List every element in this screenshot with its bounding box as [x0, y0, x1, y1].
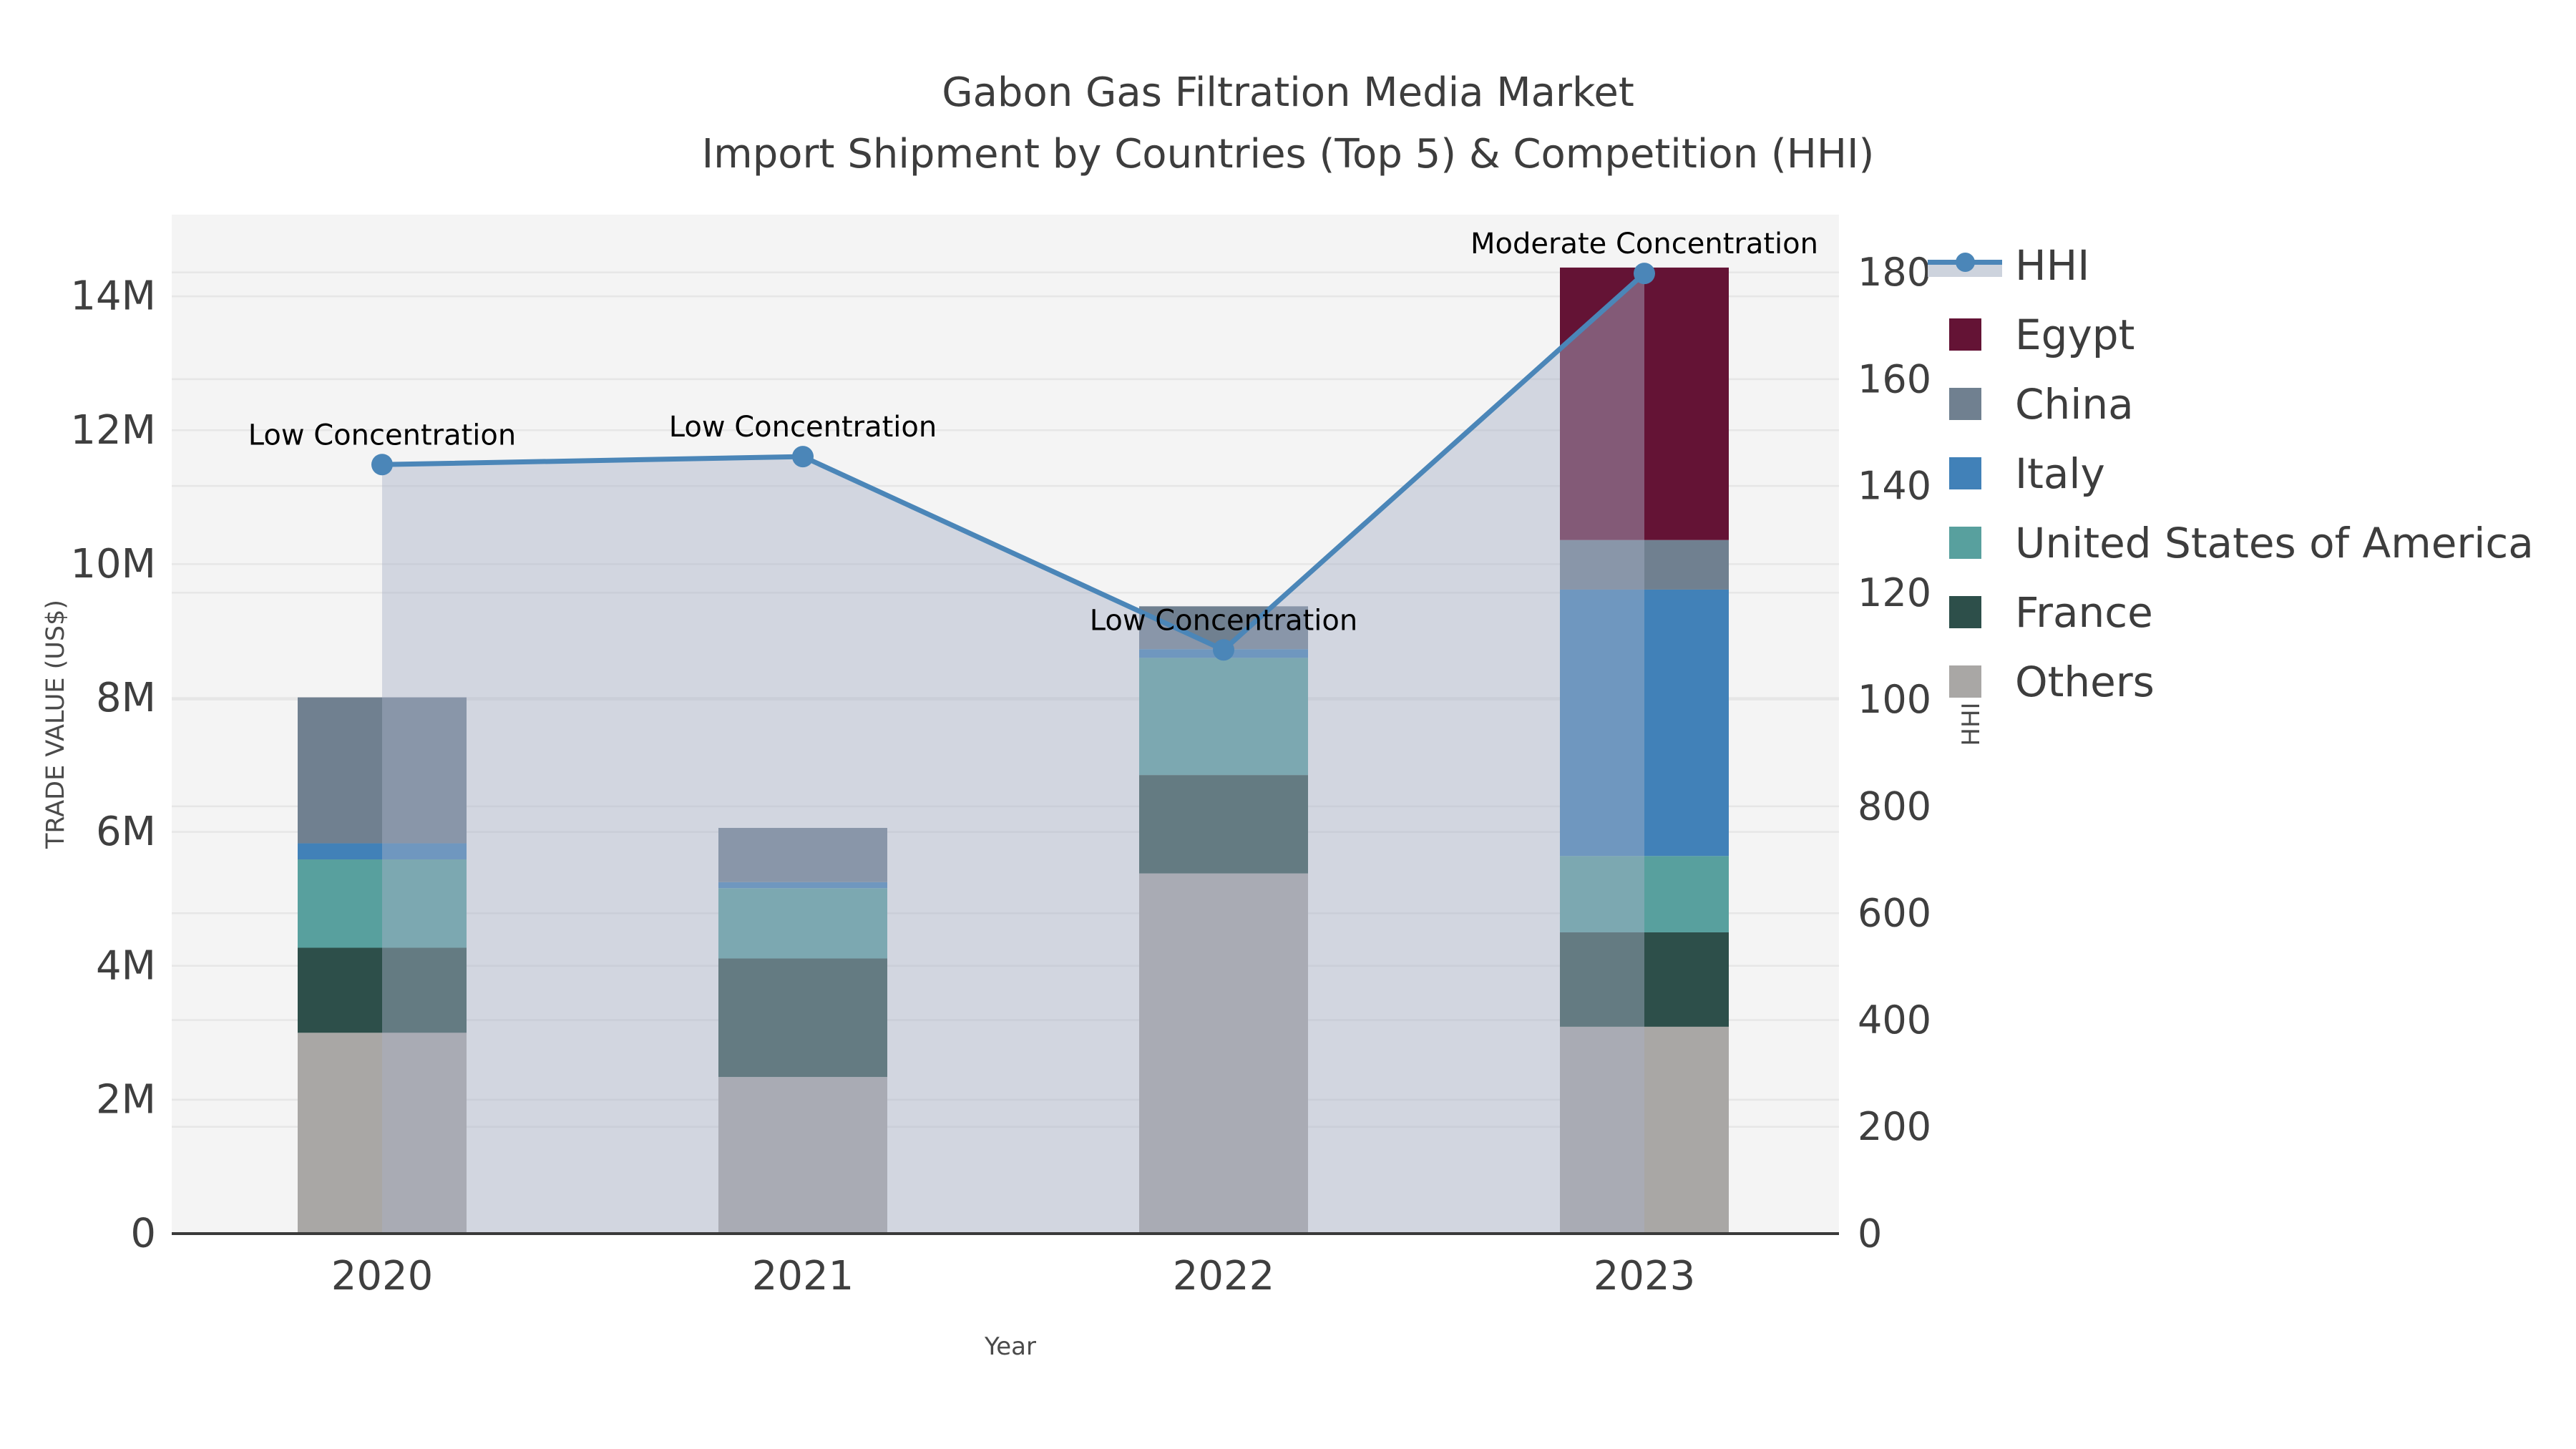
y-right-tick-1: 200 [1858, 1104, 1931, 1149]
legend-item-china: China [1923, 369, 2534, 439]
bar-segment-2023-france [1560, 932, 1729, 1027]
y-left-tick-1: 2M [96, 1076, 156, 1123]
legend-color-swatch-china [1948, 388, 1981, 420]
hhi-line [379, 270, 1647, 653]
hhi-marker-2020 [371, 454, 393, 476]
legend-item-hhi: HHI [1923, 230, 2534, 300]
bar-segment-2022-france [1139, 775, 1308, 874]
hhi-marker-2022 [1213, 639, 1234, 661]
legend-swatch-container [1923, 457, 2006, 489]
legend-color-swatch-france [1948, 596, 1981, 628]
hhi-marker-2021 [792, 446, 814, 468]
legend-label: Egypt [2015, 310, 2135, 359]
legend-color-swatch-united-states-of-america [1948, 527, 1981, 559]
bar-segment-2023-china [1560, 540, 1729, 590]
y-left-tick-3: 6M [96, 809, 156, 855]
bar-segment-2021-others [718, 1077, 887, 1234]
bar-segment-2023-egypt [1560, 267, 1729, 540]
bar-segment-2020-others [298, 1033, 467, 1234]
annotation-2021: Low Concentration [669, 411, 937, 444]
y-right-tick-3: 600 [1858, 891, 1931, 936]
y-right-tick-0: 0 [1858, 1211, 1882, 1257]
legend-swatch-container [1923, 388, 2006, 420]
bar-segment-2023-italy [1560, 589, 1729, 857]
legend-item-egypt: Egypt [1923, 300, 2534, 369]
y-right-tick-7: 140 [1858, 464, 1931, 509]
x-tick-2021: 2021 [752, 1253, 854, 1299]
legend-swatch-container [1923, 665, 2006, 698]
y-left-tick-7: 14M [70, 273, 156, 320]
annotation-2020: Low Concentration [248, 419, 516, 452]
y-right-tick-5: 100 [1858, 677, 1931, 722]
y-axis-label-left: TRADE VALUE (US$) [42, 599, 70, 849]
hhi-area-fill [382, 273, 1644, 1234]
hhi-marker-2023 [1634, 263, 1655, 285]
legend-label: France [2015, 587, 2153, 637]
bar-segment-2020-united-states-of-america [298, 859, 467, 948]
legend-item-others: Others [1923, 647, 2534, 716]
y-right-tick-9: 180 [1858, 250, 1931, 295]
bar-segment-2023-united-states-of-america [1560, 856, 1729, 932]
bar-segment-2020-france [298, 947, 467, 1033]
x-tick-2020: 2020 [331, 1253, 434, 1299]
legend-swatch-container [1923, 596, 2006, 628]
bar-segment-2023-others [1560, 1026, 1729, 1234]
y-left-tick-4: 8M [96, 675, 156, 721]
legend-color-swatch-italy [1948, 457, 1981, 489]
y-left-tick-5: 10M [70, 541, 156, 587]
legend-item-united-states-of-america: United States of America [1923, 508, 2534, 577]
legend-label: HHI [2015, 240, 2090, 290]
legend-color-swatch-egypt [1948, 318, 1981, 351]
bar-segment-2020-italy [298, 843, 467, 859]
legend-item-france: France [1923, 577, 2534, 647]
bar-segment-2021-france [718, 958, 887, 1078]
y-left-tick-6: 12M [70, 407, 156, 454]
y-left-tick-0: 0 [130, 1211, 156, 1257]
bar-segment-2021-united-states-of-america [718, 888, 887, 959]
legend-color-swatch-others [1948, 665, 1981, 698]
chart-title-line2: Import Shipment by Countries (Top 5) & C… [701, 131, 1875, 177]
x-tick-2023: 2023 [1594, 1253, 1696, 1299]
bar-segment-2022-united-states-of-america [1139, 658, 1308, 776]
x-tick-2022: 2022 [1173, 1253, 1275, 1299]
y-right-tick-4: 800 [1858, 784, 1931, 829]
hhi-marker-dot-icon [1956, 252, 1975, 272]
bar-segment-2021-italy [718, 882, 887, 889]
legend-label: China [2015, 379, 2134, 429]
y-right-tick-2: 400 [1858, 997, 1931, 1043]
y-left-tick-2: 4M [96, 942, 156, 989]
legend-label: Others [2015, 657, 2155, 706]
annotation-2023: Moderate Concentration [1470, 228, 1818, 260]
annotation-2022: Low Concentration [1090, 604, 1357, 637]
legend: HHI Egypt China Italy United States of Ameri… [1923, 230, 2534, 716]
legend-swatch-container [1923, 318, 2006, 351]
legend-item-italy: Italy [1923, 439, 2534, 508]
hhi-line-legend-icon [1923, 250, 2006, 281]
y-right-tick-8: 160 [1858, 356, 1931, 401]
legend-swatch-container [1923, 527, 2006, 559]
bar-segment-2020-china [298, 697, 467, 844]
x-axis-label: Year [985, 1332, 1036, 1361]
legend-label: United States of America [2015, 518, 2534, 567]
chart-title-line1: Gabon Gas Filtration Media Market [942, 69, 1634, 116]
bar-segment-2021-china [718, 828, 887, 882]
bar-segment-2022-others [1139, 873, 1308, 1234]
y-right-tick-6: 120 [1858, 570, 1931, 615]
legend-label: Italy [2015, 449, 2105, 498]
